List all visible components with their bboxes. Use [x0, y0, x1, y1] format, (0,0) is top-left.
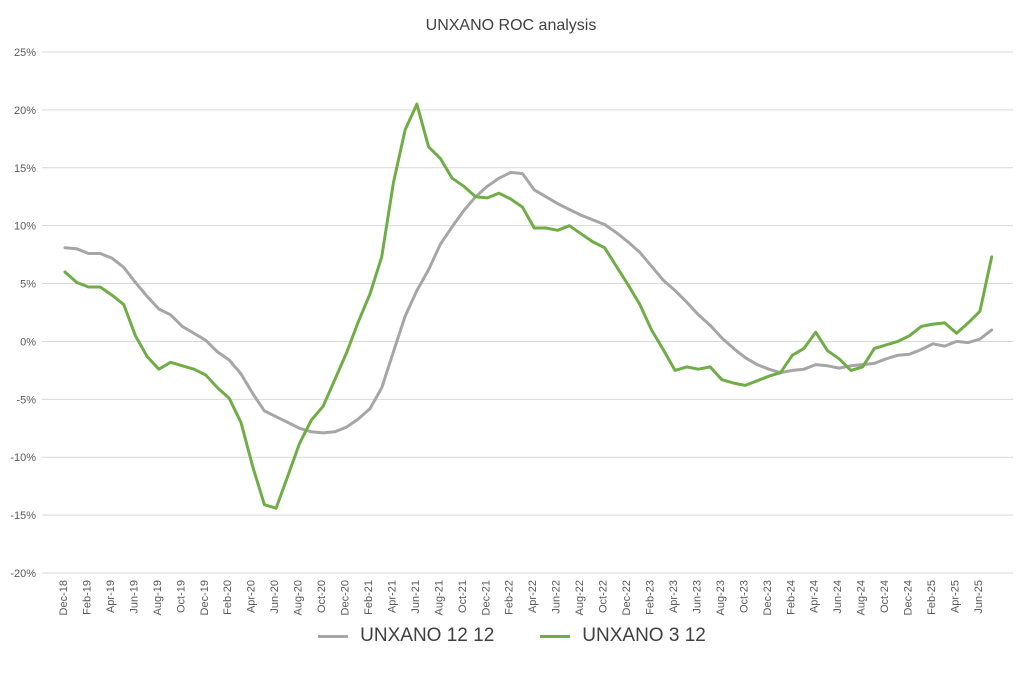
- y-tick-label: -5%: [16, 394, 36, 406]
- x-tick-label: Apr-21: [386, 580, 398, 613]
- x-tick-label: Apr-24: [809, 580, 821, 613]
- gridlines: [42, 51, 1013, 574]
- x-tick-label: Aug-19: [152, 580, 164, 615]
- legend-item-unxano-12-12: UNXANO 12 12: [318, 625, 494, 647]
- x-tick-label: Dec-21: [480, 580, 492, 615]
- x-tick-label: Jun-22: [551, 580, 563, 614]
- x-tick-label: Oct-23: [738, 580, 750, 613]
- series-lines: [63, 102, 994, 510]
- x-tick-label: Apr-20: [246, 580, 258, 613]
- x-tick-label: Feb-19: [81, 580, 93, 615]
- y-tick-label: 0%: [20, 336, 36, 348]
- legend-swatch-unxano-3-12: [540, 634, 571, 638]
- series-line-unxano-12-12: [63, 170, 994, 435]
- x-tick-label: Feb-22: [504, 580, 516, 615]
- x-tick-label: Jun-21: [410, 580, 422, 614]
- x-tick-label: Feb-23: [645, 580, 657, 615]
- y-tick-label: 5%: [20, 279, 36, 291]
- x-tick-label: Feb-20: [222, 580, 234, 615]
- x-tick-label: Dec-18: [58, 580, 70, 615]
- x-tick-label: Aug-23: [715, 580, 727, 615]
- x-tick-label: Dec-19: [199, 580, 211, 615]
- x-tick-label: Apr-23: [668, 580, 680, 613]
- x-tick-label: Aug-22: [574, 580, 586, 615]
- x-tick-label: Jun-19: [128, 580, 140, 614]
- chart-title: UNXANO ROC analysis: [426, 17, 597, 34]
- x-tick-label: Jun-23: [691, 580, 703, 614]
- y-tick-label: 25%: [14, 47, 36, 59]
- series-line-unxano-3-12: [63, 102, 994, 510]
- x-tick-label: Aug-24: [856, 580, 868, 615]
- y-tick-label: 20%: [14, 105, 36, 117]
- x-axis-ticks: Dec-18 Feb-19 Apr-19 Jun-19 Aug-19 Oct-19 Dec-…: [58, 580, 985, 615]
- x-tick-label: Feb-25: [926, 580, 938, 615]
- y-tick-label: -10%: [10, 452, 36, 464]
- x-tick-label: Oct-24: [879, 580, 891, 613]
- y-axis-ticks: 25% 20% 15% 10% 5% 0% -5% -10% -15% -20%: [10, 47, 36, 580]
- x-tick-label: Apr-25: [949, 580, 961, 613]
- x-tick-label: Jun-25: [973, 580, 985, 614]
- x-tick-label: Apr-22: [527, 580, 539, 613]
- legend-label-unxano-3-12: UNXANO 3 12: [582, 625, 706, 646]
- x-tick-label: Oct-21: [457, 580, 469, 613]
- legend: UNXANO 12 12 UNXANO 3 12: [0, 616, 1024, 656]
- x-tick-label: Dec-23: [762, 580, 774, 615]
- x-tick-label: Jun-20: [269, 580, 281, 614]
- legend-item-unxano-3-12: UNXANO 3 12: [540, 625, 706, 647]
- x-tick-label: Aug-20: [293, 580, 305, 615]
- x-tick-label: Aug-21: [433, 580, 445, 615]
- y-tick-label: -15%: [10, 510, 36, 522]
- x-tick-label: Feb-21: [363, 580, 375, 615]
- x-tick-label: Oct-19: [175, 580, 187, 613]
- x-tick-label: Jun-24: [832, 580, 844, 614]
- x-tick-label: Dec-24: [903, 580, 915, 615]
- x-tick-label: Dec-20: [340, 580, 352, 615]
- legend-swatch-unxano-12-12: [318, 634, 349, 638]
- y-tick-label: 15%: [14, 163, 36, 175]
- x-tick-label: Oct-22: [598, 580, 610, 613]
- y-tick-label: -20%: [10, 568, 36, 580]
- x-tick-label: Dec-22: [621, 580, 633, 615]
- x-tick-label: Feb-24: [785, 580, 797, 615]
- x-tick-label: Oct-20: [316, 580, 328, 613]
- x-tick-label: Apr-19: [105, 580, 117, 613]
- legend-label-unxano-12-12: UNXANO 12 12: [360, 625, 495, 646]
- y-tick-label: 10%: [14, 221, 36, 233]
